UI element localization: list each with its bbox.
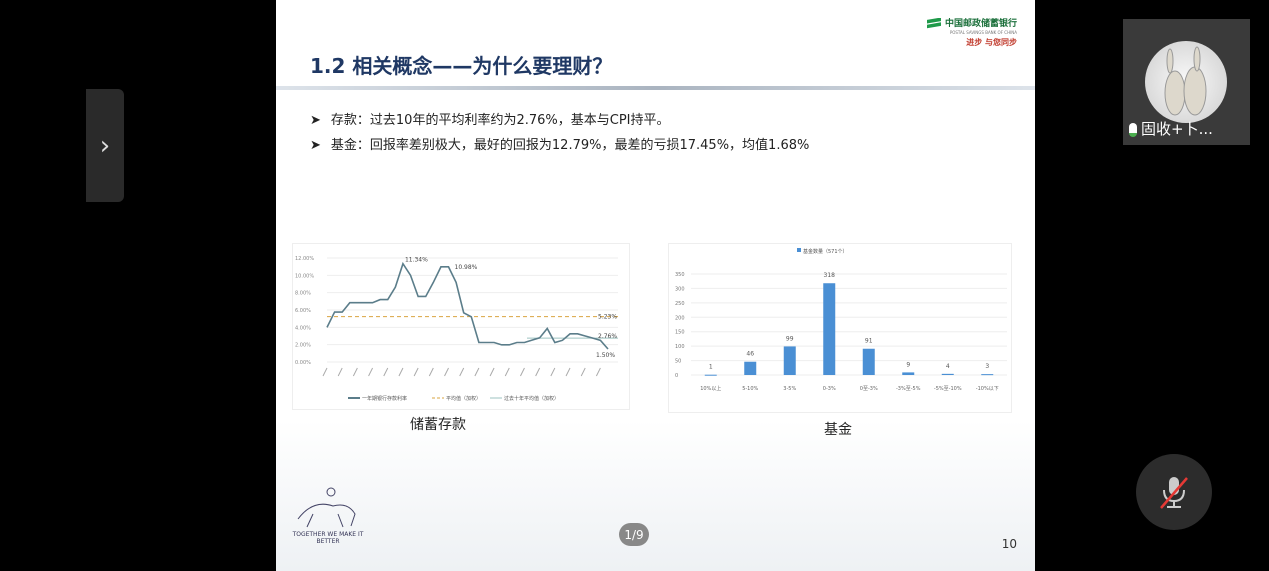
- bullet-list: 存款：过去10年的平均利率约为2.76%，基本与CPI持平。 基金：回报率差别极…: [310, 108, 809, 158]
- y-tick-label: 6.00%: [295, 308, 311, 314]
- y-tick-label: 0: [675, 373, 678, 379]
- shared-slide: 中国邮政储蓄银行 POSTAL SAVINGS BANK OF CHINA 进步…: [276, 0, 1035, 571]
- y-tick-label: 200: [675, 315, 685, 321]
- x-tick-label: [444, 367, 449, 377]
- bar: [704, 374, 717, 376]
- data-label: 91: [865, 338, 873, 345]
- y-tick-label: 100: [675, 344, 685, 350]
- participant-name: 固收+卜...: [1141, 120, 1213, 138]
- mic-muted-icon: [1160, 477, 1188, 509]
- bar: [981, 374, 994, 376]
- logo-text: 中国邮政储蓄银行: [944, 19, 1017, 29]
- data-label: 3: [985, 363, 989, 370]
- x-tick-label: [474, 367, 480, 377]
- bar: [862, 348, 875, 375]
- data-label: 99: [786, 335, 794, 342]
- x-tick-label: [368, 367, 374, 377]
- y-tick-label: 2.00%: [295, 343, 311, 349]
- legend-label: 基金数量（571个）: [803, 248, 848, 255]
- y-tick-label: 4.00%: [295, 325, 311, 331]
- x-tick-label: [565, 367, 571, 377]
- x-tick-label: [520, 367, 525, 377]
- legend-label: 一年期银行存款利率: [362, 395, 407, 402]
- bar: [941, 373, 954, 375]
- deposit-rate-chart: 0.00% 2.00% 4.00% 6.00% 8.00% 10.00% 12.00% 11.…: [292, 243, 630, 410]
- legend-label: 平均值（加权）: [446, 395, 481, 402]
- y-tick-label: 10.00%: [295, 273, 314, 279]
- x-tick-label: [504, 367, 510, 377]
- data-label: 9: [906, 361, 910, 368]
- data-label: 4: [946, 363, 950, 370]
- x-tick-label: [489, 367, 495, 377]
- logo-icon: [926, 17, 941, 29]
- x-tick-label: [383, 367, 389, 377]
- y-tick-label: 0.00%: [295, 360, 311, 366]
- x-tick-label: [550, 367, 556, 377]
- fund-return-chart: 0 50 100 150 200 250 300 350 基金数量（571个） 1 10%以上 46 5…: [668, 243, 1012, 413]
- bullet-fund: 基金：回报率差别极大，最好的回报为12.79%，最差的亏损17.45%，均值1.…: [310, 133, 809, 158]
- x-tick-label: [459, 367, 465, 377]
- legend-label: 过去十年平均值（加权）: [504, 395, 559, 402]
- bar: [823, 283, 836, 375]
- logo-slogan: 进步 与您同步: [966, 37, 1017, 47]
- data-label: 46: [746, 351, 754, 358]
- x-tick-label: -3%至-5%: [896, 386, 921, 392]
- bar: [783, 346, 796, 375]
- y-tick-label: 350: [675, 272, 685, 278]
- participant-video-tile[interactable]: 固收+卜...: [1123, 19, 1250, 145]
- x-tick-label: 0至-3%: [860, 386, 878, 392]
- x-tick-label: [535, 367, 541, 377]
- y-tick-label: 250: [675, 301, 685, 307]
- slide-title: 1.2 相关概念——为什么要理财？: [310, 54, 613, 78]
- next-page-button[interactable]: ›: [86, 89, 124, 202]
- x-tick-label: 10%以上: [700, 385, 721, 392]
- deposit-rate-line: [326, 261, 609, 350]
- x-tick-label: [322, 367, 328, 377]
- bar: [902, 372, 915, 375]
- x-tick-label: [352, 367, 358, 377]
- mute-button[interactable]: [1136, 454, 1212, 530]
- data-label: 1.50%: [596, 352, 615, 359]
- logo-english: POSTAL SAVINGS BANK OF CHINA: [949, 29, 1017, 35]
- x-tick-label: 3-5%: [783, 386, 796, 392]
- y-tick-label: 8.00%: [295, 291, 311, 297]
- data-label: 318: [824, 272, 836, 279]
- x-tick-label: [595, 367, 601, 377]
- x-tick-label: -10%以下: [976, 386, 999, 392]
- page-number: 10: [1001, 537, 1017, 551]
- x-tick-label: [337, 367, 343, 377]
- data-label: 5.23%: [598, 314, 617, 321]
- bullet-deposit: 存款：过去10年的平均利率约为2.76%，基本与CPI持平。: [310, 108, 809, 133]
- bar: [744, 361, 757, 375]
- x-tick-label: -5%至-10%: [934, 386, 962, 392]
- legend-swatch: [797, 248, 801, 252]
- page-indicator[interactable]: 1/9: [619, 523, 649, 546]
- x-tick-label: 0-3%: [823, 386, 836, 392]
- x-tick-label: [580, 367, 586, 377]
- y-tick-label: 12.00%: [295, 256, 314, 262]
- x-tick-label: [428, 367, 434, 377]
- deposit-chart-caption: 储蓄存款: [410, 417, 466, 433]
- data-label: 11.34%: [405, 257, 428, 264]
- x-tick-label: [398, 367, 404, 377]
- x-tick-label: 5-10%: [742, 386, 758, 392]
- participant-avatar: [1145, 41, 1227, 123]
- title-divider: [276, 86, 1035, 90]
- data-label: 10.98%: [455, 264, 478, 271]
- mic-active-icon: [1129, 122, 1137, 137]
- x-tick-label: [413, 367, 419, 377]
- chevron-right-icon: ›: [99, 130, 111, 161]
- data-label: 1: [709, 364, 713, 371]
- y-tick-label: 50: [675, 359, 681, 365]
- y-tick-label: 150: [675, 330, 685, 336]
- together-logo: TOGETHER WE MAKE IT BETTER: [288, 484, 368, 554]
- bank-logo: 中国邮政储蓄银行 POSTAL SAVINGS BANK OF CHINA 进步…: [926, 16, 1017, 48]
- y-tick-label: 300: [675, 286, 685, 292]
- fund-chart-caption: 基金: [824, 422, 852, 438]
- data-label: 2.76%: [598, 333, 617, 340]
